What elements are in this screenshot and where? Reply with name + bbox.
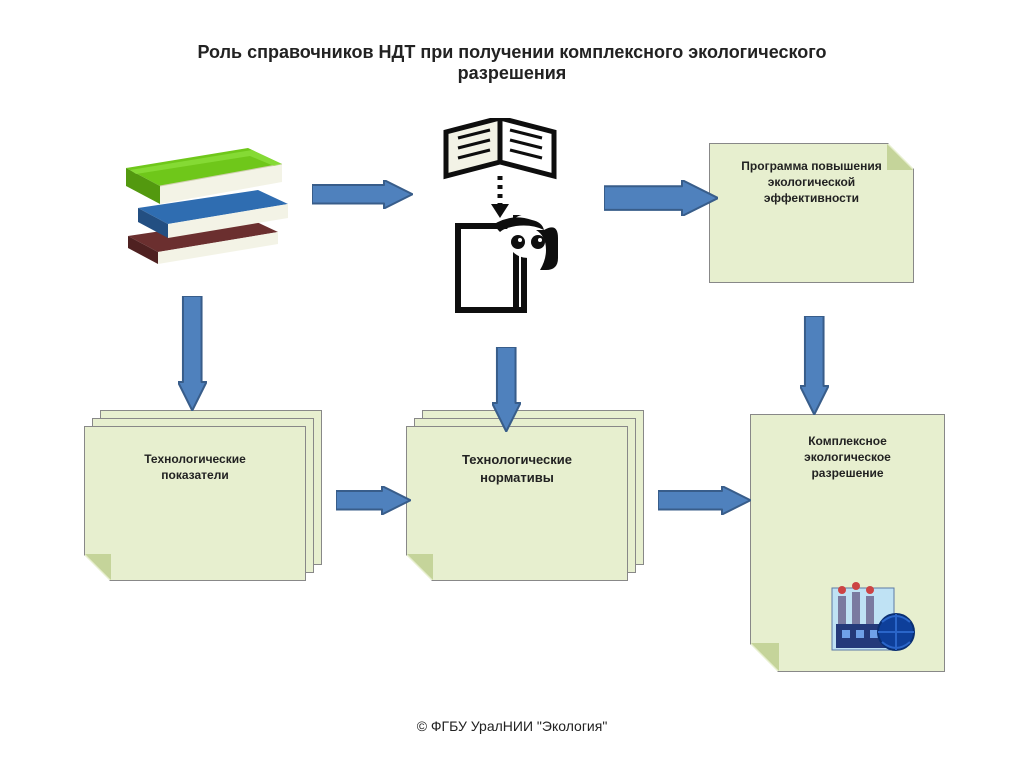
footer-copyright: © ФГБУ УралНИИ "Экология"	[0, 718, 1024, 734]
card-tech-indicators: Технологическиепоказатели	[84, 426, 306, 581]
diagram-stage: Роль справочников НДТ при получении комп…	[0, 0, 1024, 767]
card-label: Комплексноеэкологическоеразрешение	[751, 433, 944, 482]
arrow-books-down	[178, 296, 207, 416]
arrow-prog-down	[800, 316, 829, 420]
card-label: Программа повышенияэкологическойэффектив…	[710, 158, 913, 207]
factory-globe-icon	[830, 580, 918, 663]
page-title: Роль справочников НДТ при получении комп…	[0, 42, 1024, 84]
card-prog-eff: Программа повышенияэкологическойэффектив…	[709, 143, 914, 283]
card-tech-norms: Технологическиенормативы	[406, 426, 628, 581]
title-line2: разрешения	[0, 63, 1024, 84]
title-line1: Роль справочников НДТ при получении комп…	[0, 42, 1024, 63]
books-icon	[120, 140, 290, 275]
card-label: Технологическиепоказатели	[85, 451, 305, 483]
arrow-reader-to-prog	[604, 180, 718, 221]
card-label: Технологическиенормативы	[407, 451, 627, 486]
footer-text: © ФГБУ УралНИИ "Экология"	[417, 718, 608, 734]
arrow-norm-to-permit	[658, 486, 751, 520]
arrow-ind-to-norm	[336, 486, 411, 520]
arrow-books-to-reader	[312, 180, 413, 214]
reading-book-icon	[428, 118, 578, 323]
arrow-reader-down	[492, 347, 521, 437]
